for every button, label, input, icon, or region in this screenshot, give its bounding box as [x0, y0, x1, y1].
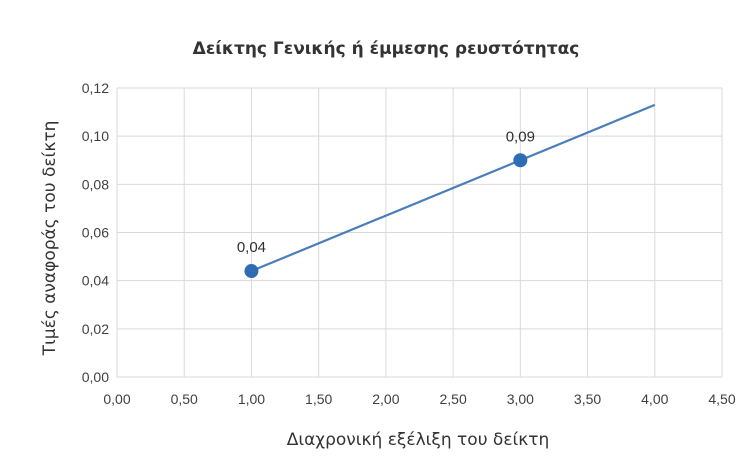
chart-title: Δείκτης Γενικής ή έμμεσης ρευστότητας	[193, 39, 580, 59]
x-tick-label: 1,50	[305, 391, 332, 407]
x-tick-label: 1,00	[238, 391, 265, 407]
x-tick-label: 4,50	[708, 391, 735, 407]
data-label: 0,04	[237, 239, 266, 256]
y-tick-label: 0,08	[82, 176, 109, 192]
y-tick-label: 0,00	[82, 369, 109, 385]
data-label: 0,09	[506, 128, 535, 145]
series-line	[251, 103, 656, 273]
x-tick-label: 0,00	[103, 391, 130, 407]
y-tick-label: 0,06	[82, 225, 109, 241]
x-axis-ticks: 0,00 0,50 1,00 1,50 2,00 2,50 3,00 3,50 4,00 4,50	[103, 391, 735, 407]
x-axis-label: Διαχρονική εξέλιξη του δείκτη	[287, 430, 550, 450]
x-tick-label: 3,50	[574, 391, 601, 407]
x-tick-label: 3,00	[507, 391, 534, 407]
x-tick-label: 0,50	[171, 391, 198, 407]
x-tick-label: 4,00	[641, 391, 668, 407]
y-tick-label: 0,12	[82, 80, 109, 96]
y-tick-label: 0,10	[82, 128, 109, 144]
grid-lines	[116, 87, 723, 378]
data-point	[513, 153, 528, 168]
data-series: 0,04 0,09	[237, 103, 656, 279]
data-point	[244, 264, 259, 279]
y-tick-label: 0,02	[82, 321, 109, 337]
y-tick-label: 0,04	[82, 273, 109, 289]
x-tick-label: 2,00	[372, 391, 399, 407]
x-tick-label: 2,50	[439, 391, 466, 407]
y-axis-label: Τιμές αναφοράς του δείκτη	[40, 121, 60, 357]
y-axis-ticks: 0,00 0,02 0,04 0,06 0,08 0,10 0,12	[82, 80, 109, 385]
